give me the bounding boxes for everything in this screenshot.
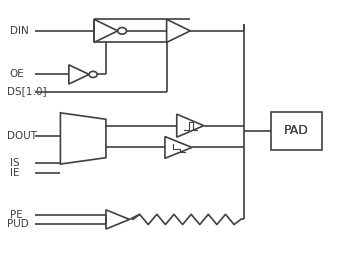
Text: IE: IE	[10, 168, 19, 178]
Bar	[271, 112, 322, 150]
Text: DS[1:0]: DS[1:0]	[7, 87, 47, 97]
Text: DOUT: DOUT	[7, 131, 37, 141]
Text: OE: OE	[10, 69, 24, 80]
Text: IS: IS	[10, 158, 19, 168]
Text: DIN: DIN	[10, 26, 29, 36]
Text: PUD: PUD	[7, 219, 29, 229]
Text: PE: PE	[10, 210, 22, 220]
Text: PAD: PAD	[284, 124, 309, 137]
Text: PAD: PAD	[284, 124, 309, 137]
